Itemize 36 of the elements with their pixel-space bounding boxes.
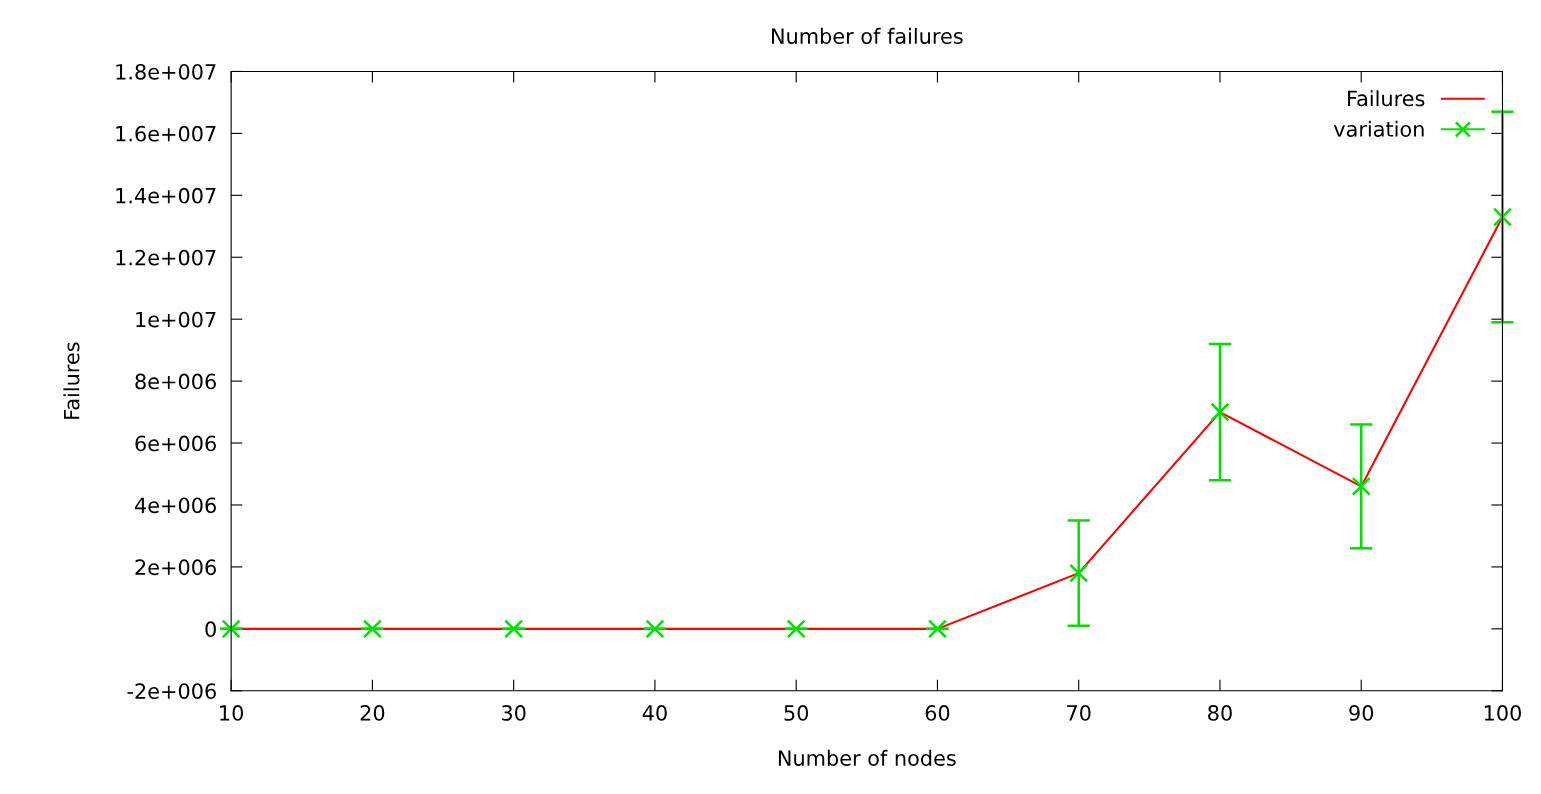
legend-label: variation: [1333, 120, 1424, 137]
y-tick-label: 1.6e+007: [116, 125, 216, 142]
y-tick-label: 2e+006: [135, 559, 216, 576]
x-tick-label: 30: [502, 705, 526, 721]
x-axis-title: Number of nodes: [778, 749, 956, 766]
y-tick-label: 4e+006: [134, 497, 216, 514]
x-tick-label: 60: [925, 705, 950, 721]
point: [786, 619, 806, 639]
legend-label: Failures: [1348, 90, 1425, 107]
y-tick-label: 1.2e+007: [116, 249, 216, 266]
x-tick-label: 10: [220, 705, 244, 721]
chart-title: Number of failures: [772, 27, 963, 44]
y-tick-label: 1.4e+007: [116, 187, 216, 204]
x-tick-label: 70: [1067, 705, 1091, 721]
point: [1069, 563, 1089, 583]
point: [927, 619, 948, 639]
x-tick-label: 40: [642, 705, 667, 721]
y-axis-title: Failures: [63, 342, 80, 419]
point: [221, 619, 241, 639]
y-tick-label: 1e+007: [136, 311, 216, 328]
y-tick-label: 6e+006: [135, 435, 216, 452]
point: [645, 619, 665, 639]
x-tick-label: 100: [1484, 705, 1521, 721]
y-tick-label: 0: [205, 621, 216, 638]
x-tick-label: 90: [1349, 705, 1374, 721]
y-tick-label: 8e+006: [135, 373, 216, 390]
point: [504, 619, 524, 639]
x-tick-label: 20: [360, 705, 385, 721]
x-tick-label: 80: [1208, 705, 1232, 721]
point: [1492, 207, 1513, 227]
x-tick-label: 50: [784, 705, 809, 721]
point: [1210, 402, 1230, 422]
y-tick-label: 1.8e+007: [116, 63, 216, 80]
point: [1351, 476, 1371, 496]
point: [362, 619, 382, 639]
y-tick-label: -2e+006: [127, 683, 216, 699]
